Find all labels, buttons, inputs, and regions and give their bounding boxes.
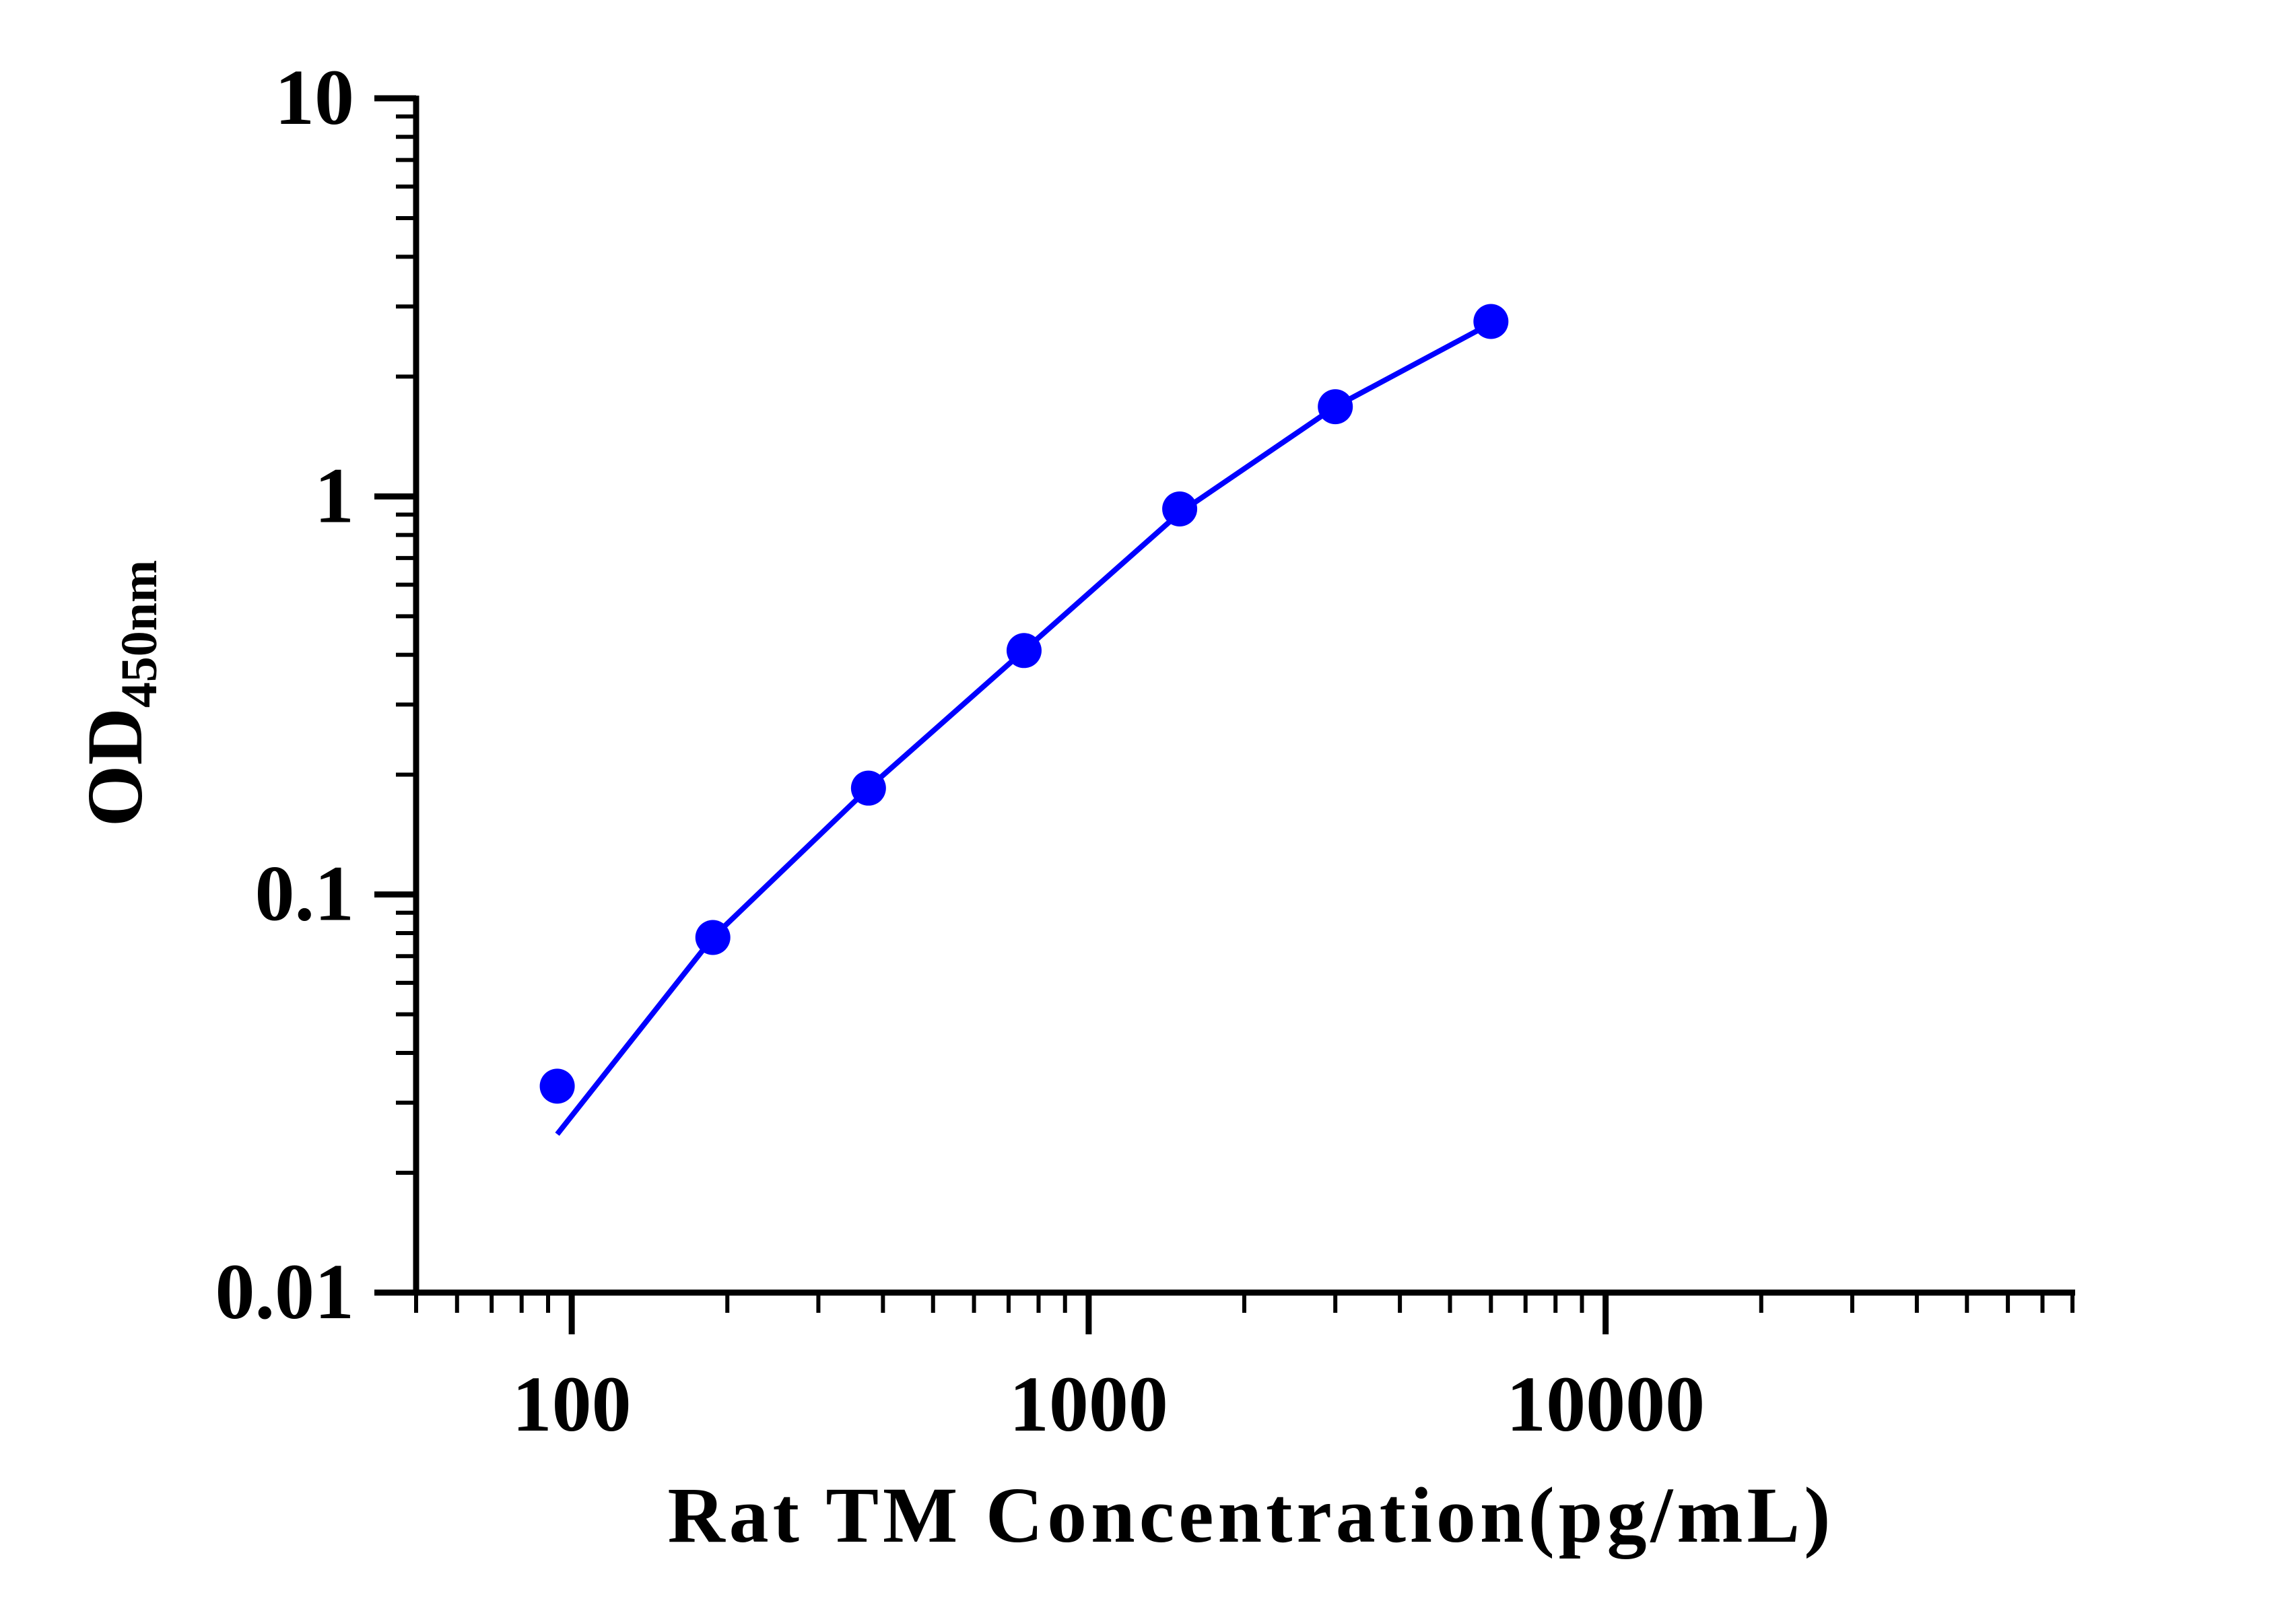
tick-labels: 10 1 0.1 0.01 100 1000 10000 — [215, 53, 1706, 1448]
x-tick-label: 100 — [512, 1360, 632, 1448]
x-axis-label: Rat TM Concentration(pg/mL) — [667, 1471, 1834, 1559]
data-point — [1473, 304, 1509, 339]
data-points — [539, 304, 1509, 1104]
y-axis-label-subscript: 450nm — [111, 560, 168, 708]
data-point — [695, 920, 731, 955]
ticks — [374, 95, 2074, 1334]
axes — [413, 96, 2075, 1296]
fit-curve-layer — [555, 320, 1493, 1136]
y-axis-label: OD450nm — [71, 560, 168, 827]
data-point — [539, 1068, 575, 1104]
fit-curve — [555, 320, 1493, 1136]
y-tick-label: 10 — [275, 53, 354, 141]
y-tick-label: 0.01 — [215, 1247, 355, 1336]
data-point — [1318, 389, 1353, 425]
data-point — [850, 770, 886, 806]
y-tick-label: 0.1 — [255, 850, 355, 938]
data-point — [1162, 491, 1198, 526]
data-point — [1006, 633, 1042, 669]
x-tick-label: 1000 — [1009, 1360, 1168, 1448]
x-tick-label: 10000 — [1506, 1360, 1705, 1448]
y-axis-label-main: OD — [71, 708, 159, 827]
y-tick-label: 1 — [314, 451, 354, 539]
